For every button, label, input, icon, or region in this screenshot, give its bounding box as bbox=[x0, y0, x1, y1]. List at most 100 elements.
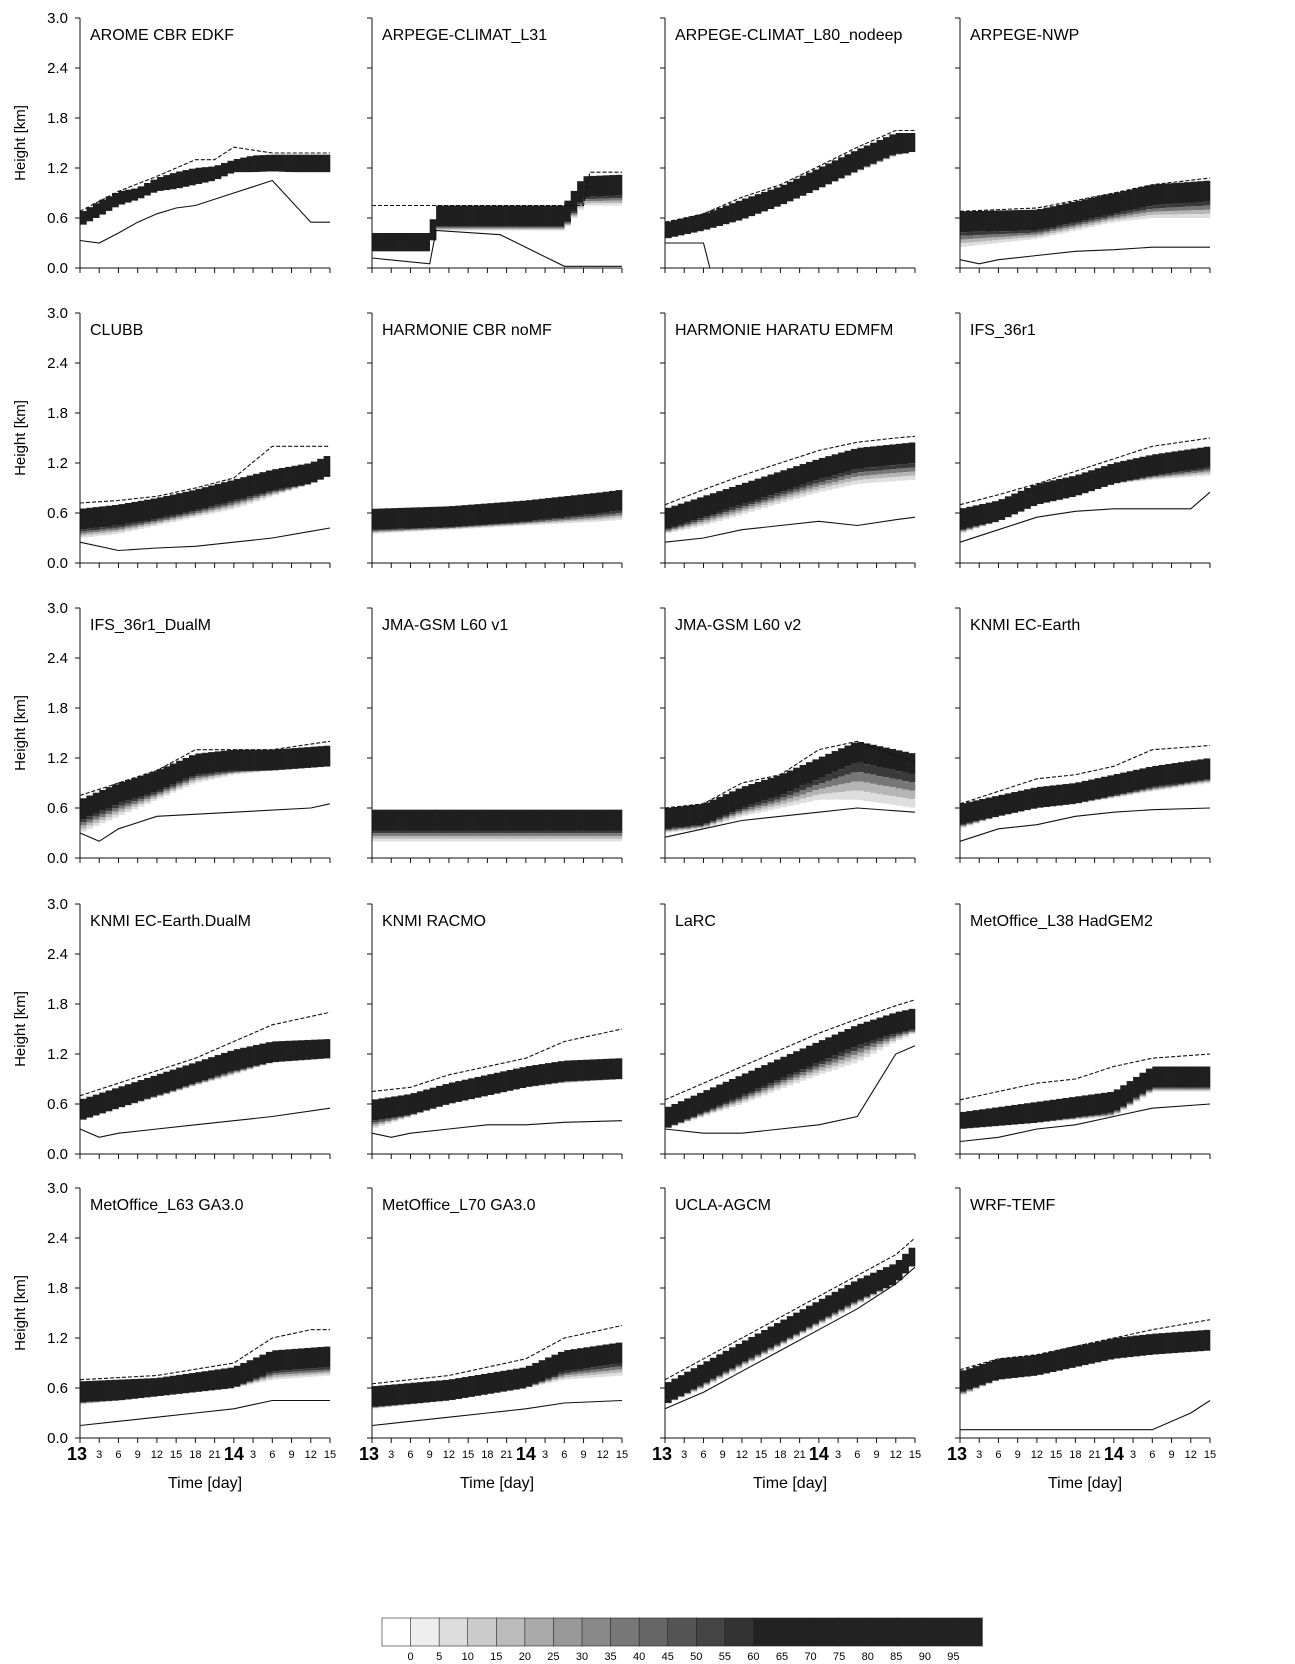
heatmap-cell bbox=[545, 227, 552, 229]
heatmap-cell bbox=[1184, 472, 1192, 474]
heatmap-cell bbox=[461, 528, 469, 529]
heatmap-cell bbox=[513, 522, 520, 524]
heatmap-cell bbox=[596, 513, 604, 516]
heatmap-cell bbox=[1107, 216, 1115, 219]
heatmap-cell bbox=[474, 1374, 482, 1396]
heatmap-cell bbox=[144, 799, 151, 802]
heatmap-cell bbox=[118, 529, 126, 532]
heatmap-cell bbox=[818, 1040, 826, 1061]
heatmap-cell bbox=[577, 203, 584, 206]
heatmap-cell bbox=[304, 463, 312, 485]
heatmap-cell bbox=[201, 167, 209, 183]
heatmap-cell bbox=[455, 1378, 463, 1399]
heatmap-cell bbox=[1184, 182, 1192, 203]
heatmap-cell bbox=[214, 1077, 222, 1079]
heatmap-cell bbox=[169, 520, 177, 523]
heatmap-cell bbox=[863, 743, 871, 765]
heatmap-cell bbox=[889, 796, 897, 805]
heatmap-cell bbox=[748, 1358, 756, 1360]
heatmap-cell bbox=[889, 473, 897, 478]
colorbar-label: 0 bbox=[408, 1651, 414, 1663]
heatmap-cell bbox=[86, 528, 94, 531]
heatmap-cell bbox=[372, 508, 379, 530]
heatmap-cell bbox=[214, 1075, 222, 1077]
heatmap-cell bbox=[690, 804, 698, 826]
heatmap-cell bbox=[985, 502, 993, 524]
heatmap-cell bbox=[233, 1071, 241, 1073]
heatmap-cell bbox=[493, 524, 501, 526]
heatmap-cell bbox=[844, 1308, 852, 1310]
heatmap-cell bbox=[748, 1070, 756, 1092]
heatmap-cell bbox=[1190, 784, 1198, 786]
heatmap-cell bbox=[397, 830, 405, 834]
heatmap-cell bbox=[1139, 478, 1147, 480]
heatmap-cell bbox=[1139, 1072, 1147, 1094]
heatmap-cell bbox=[448, 833, 456, 836]
heatmap-cell bbox=[748, 1359, 756, 1361]
heatmap-cell bbox=[863, 1021, 871, 1043]
heatmap-cell bbox=[1171, 784, 1179, 787]
heatmap-cell bbox=[455, 809, 463, 831]
heatmap-cell bbox=[1062, 203, 1070, 225]
y-tick-label: 3.0 bbox=[47, 305, 68, 322]
heatmap-cell bbox=[423, 233, 430, 252]
heatmap-cell bbox=[1081, 226, 1089, 229]
heatmap-cell bbox=[397, 507, 405, 529]
heatmap-cell bbox=[1081, 222, 1089, 225]
heatmap-cell bbox=[1158, 208, 1166, 212]
heatmap-cell bbox=[1203, 473, 1211, 476]
heatmap-cell bbox=[304, 1372, 312, 1376]
heatmap-cell bbox=[493, 1072, 501, 1094]
heatmap-cell bbox=[729, 486, 736, 508]
heatmap-cell bbox=[735, 1366, 743, 1368]
heatmap-cell bbox=[793, 178, 800, 199]
heatmap-cell bbox=[137, 186, 145, 199]
heatmap-cell bbox=[144, 499, 151, 521]
heatmap-cell bbox=[1024, 789, 1031, 811]
heatmap-cell bbox=[246, 1381, 254, 1383]
heatmap-cell bbox=[384, 531, 392, 533]
heatmap-cell bbox=[1197, 470, 1204, 473]
heatmap-cell bbox=[118, 811, 126, 815]
heatmap-cell bbox=[741, 809, 749, 812]
heatmap-cell bbox=[448, 506, 456, 527]
heatmap-cell bbox=[1145, 476, 1153, 478]
heatmap-cell bbox=[480, 227, 488, 229]
colorbar-bin bbox=[953, 1617, 983, 1647]
heatmap-cell bbox=[979, 238, 986, 242]
heatmap-cell bbox=[831, 1291, 839, 1313]
heatmap-cell bbox=[500, 229, 507, 231]
heatmap-cell bbox=[545, 1381, 552, 1384]
heatmap-cell bbox=[500, 835, 507, 839]
heatmap-cell bbox=[208, 752, 215, 773]
heatmap-cell bbox=[384, 529, 392, 531]
heatmap-cells bbox=[960, 180, 1211, 247]
heatmap-cell bbox=[1145, 1334, 1153, 1356]
heatmap-cell bbox=[118, 808, 126, 812]
heatmap-cell bbox=[767, 503, 775, 506]
y-tick-label: 1.2 bbox=[47, 455, 68, 472]
cloud-base-line bbox=[664, 516, 916, 543]
heatmap-cell bbox=[1165, 207, 1172, 212]
heatmap-cell bbox=[1165, 473, 1172, 475]
heatmap-cell bbox=[806, 488, 813, 492]
heatmap-cell bbox=[1171, 476, 1179, 479]
heatmap-cell bbox=[1126, 794, 1134, 796]
heatmap-cell bbox=[876, 1017, 884, 1039]
heatmap-cell bbox=[195, 513, 203, 515]
heatmap-cell bbox=[716, 514, 723, 517]
heatmap-cell bbox=[709, 514, 717, 517]
colorbar-label: 10 bbox=[462, 1651, 474, 1663]
heatmap-cell bbox=[551, 522, 559, 524]
heatmap-cell bbox=[780, 470, 788, 492]
cloud-top-line bbox=[959, 1053, 1211, 1101]
heatmap-cell bbox=[182, 1373, 190, 1394]
heatmap-cell bbox=[461, 809, 469, 831]
heatmap-cell bbox=[895, 1034, 903, 1037]
heatmap-cell bbox=[118, 781, 126, 803]
heatmap-cell bbox=[722, 512, 730, 515]
heatmap-cell bbox=[163, 518, 171, 521]
heatmap-cell bbox=[857, 1048, 865, 1053]
heatmap-cell bbox=[709, 823, 717, 825]
heatmap-cell bbox=[525, 809, 533, 831]
